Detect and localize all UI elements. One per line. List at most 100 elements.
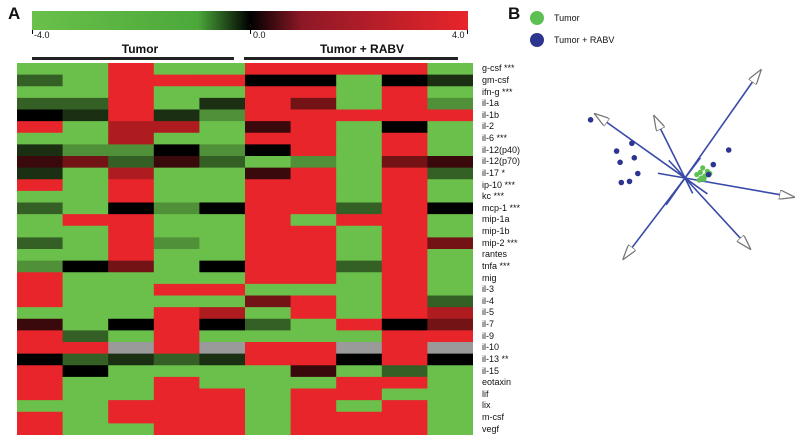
heatmap-cell bbox=[108, 237, 155, 250]
legend-label-tumor-rabv: Tumor + RABV bbox=[554, 35, 615, 45]
heatmap-cell bbox=[62, 63, 109, 76]
heatmap-cell bbox=[381, 353, 428, 366]
heatmap-cell bbox=[17, 121, 64, 134]
heatmap-cell bbox=[381, 86, 428, 99]
heatmap-cell bbox=[427, 121, 473, 134]
gene-label: il-1a bbox=[482, 98, 500, 109]
heatmap-cell bbox=[199, 63, 246, 76]
heatmap-cell bbox=[108, 121, 155, 134]
heatmap-cell bbox=[381, 400, 428, 413]
heatmap-cell bbox=[245, 86, 292, 99]
data-point-tumor-rabv bbox=[626, 178, 633, 185]
heatmap-cell bbox=[108, 400, 155, 413]
heatmap-cell bbox=[336, 214, 383, 227]
heatmap-cell bbox=[336, 272, 383, 285]
heatmap-cell bbox=[245, 353, 292, 366]
heatmap-cell bbox=[245, 365, 292, 378]
gene-label: il-9 bbox=[482, 330, 495, 341]
heatmap-cell bbox=[108, 97, 155, 111]
heatmap-cell bbox=[245, 295, 292, 308]
heatmap-cell bbox=[336, 342, 383, 355]
heatmap-cell bbox=[245, 214, 292, 227]
heatmap-cell bbox=[336, 144, 383, 157]
heatmap-cell bbox=[153, 86, 200, 99]
heatmap-cell bbox=[17, 318, 64, 331]
data-point-tumor-rabv bbox=[705, 171, 712, 178]
heatmap-cell bbox=[17, 109, 64, 122]
heatmap-cell bbox=[336, 109, 383, 122]
heatmap-cell bbox=[381, 63, 428, 76]
heatmap-cell bbox=[153, 97, 200, 111]
heatmap-cell bbox=[336, 167, 383, 180]
gene-label: il-17 * bbox=[482, 167, 506, 178]
heatmap-cell bbox=[17, 190, 64, 204]
heatmap-cell bbox=[153, 388, 200, 401]
heatmap-cell bbox=[381, 144, 428, 157]
heatmap-cell bbox=[336, 237, 383, 250]
heatmap-cell bbox=[245, 156, 292, 169]
heatmap-cell bbox=[199, 202, 246, 215]
heatmap-cell bbox=[381, 260, 428, 273]
heatmap-cell bbox=[199, 109, 246, 122]
heatmap-cell bbox=[336, 190, 383, 204]
heatmap-cell bbox=[427, 167, 473, 180]
heatmap-cell bbox=[17, 400, 64, 413]
heatmap-cell bbox=[381, 202, 428, 215]
heatmap-cell bbox=[290, 225, 337, 238]
gene-label: vegf bbox=[482, 423, 500, 434]
heatmap-cell bbox=[245, 283, 292, 297]
heatmap-cell bbox=[381, 249, 428, 262]
heatmap-cell bbox=[153, 74, 200, 87]
heatmap-cell bbox=[336, 388, 383, 401]
scale-tick-min bbox=[32, 30, 33, 34]
heatmap-cell bbox=[108, 318, 155, 331]
heatmap-cell bbox=[245, 249, 292, 262]
gene-label: rantes bbox=[482, 249, 508, 260]
heatmap-cell bbox=[17, 63, 64, 76]
heatmap-cell bbox=[153, 307, 200, 320]
heatmap-cell bbox=[199, 97, 246, 111]
heatmap-cell bbox=[17, 283, 64, 297]
heatmap-cell bbox=[245, 388, 292, 401]
heatmap-cell bbox=[62, 144, 109, 157]
heatmap-cell bbox=[153, 330, 200, 343]
heatmap-cell bbox=[336, 63, 383, 76]
heatmap-cell bbox=[381, 214, 428, 227]
heatmap-cell bbox=[245, 167, 292, 180]
panel-a-label: A bbox=[8, 4, 21, 23]
heatmap-cell bbox=[381, 295, 428, 308]
heatmap-cell bbox=[381, 376, 428, 390]
heatmap-cell bbox=[17, 156, 64, 169]
heatmap-cell bbox=[17, 225, 64, 238]
data-point-tumor bbox=[698, 175, 705, 181]
heatmap-cell bbox=[336, 249, 383, 262]
heatmap-cell bbox=[62, 167, 109, 180]
heatmap-cell bbox=[199, 307, 246, 320]
heatmap-cell bbox=[62, 109, 109, 122]
heatmap-cell bbox=[427, 237, 473, 250]
heatmap-cell bbox=[245, 342, 292, 355]
heatmap-cell bbox=[427, 423, 473, 435]
heatmap-cell bbox=[427, 283, 473, 297]
heatmap-cell bbox=[336, 74, 383, 87]
heatmap-cell bbox=[153, 295, 200, 308]
heatmap-cell bbox=[17, 179, 64, 192]
heatmap-cell bbox=[427, 202, 473, 215]
heatmap-cell bbox=[153, 400, 200, 413]
heatmap-cell bbox=[290, 214, 337, 227]
heatmap-cell bbox=[427, 318, 473, 331]
data-point-tumor-rabv bbox=[587, 117, 594, 123]
heatmap-cell bbox=[199, 86, 246, 99]
heatmap-cell bbox=[336, 132, 383, 145]
heatmap-cell bbox=[245, 144, 292, 157]
heatmap-cell bbox=[245, 121, 292, 134]
heatmap-cell bbox=[199, 330, 246, 343]
gene-label: il-15 bbox=[482, 365, 500, 376]
heatmap-cell bbox=[17, 307, 64, 320]
heatmap-cell bbox=[199, 121, 246, 134]
heatmap-cell bbox=[108, 330, 155, 343]
scale-tick-max bbox=[467, 30, 468, 34]
gene-label: mip-1a bbox=[482, 214, 510, 225]
gene-label: lif bbox=[482, 388, 489, 399]
legend-label-tumor: Tumor bbox=[554, 13, 580, 23]
